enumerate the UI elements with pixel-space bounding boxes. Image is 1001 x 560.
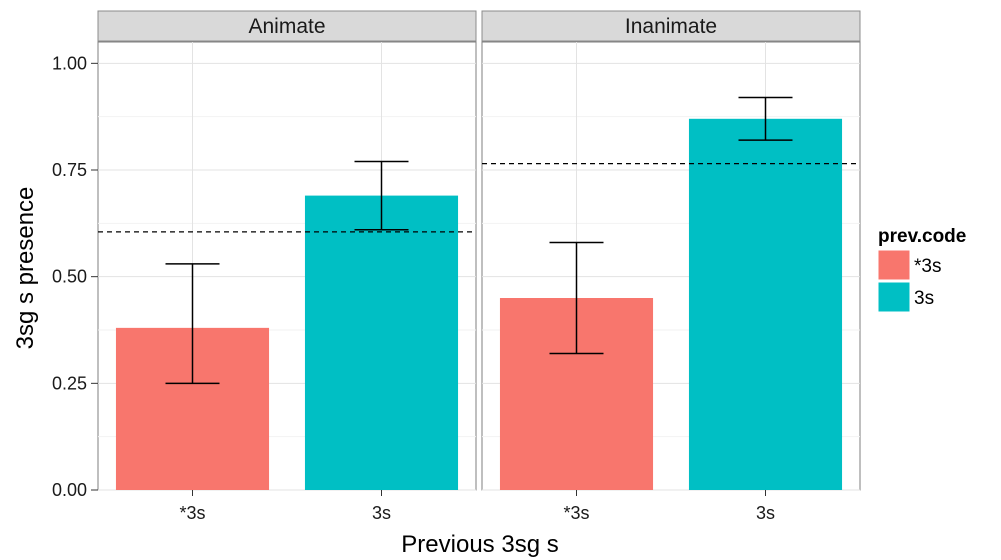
error-bar — [354, 160, 409, 231]
x-tick-label: *3s — [563, 503, 589, 523]
bar-3s — [304, 195, 459, 490]
y-tick-label: 1.00 — [52, 53, 87, 73]
legend: prev.code *3s 3s — [877, 226, 966, 313]
legend-title: prev.code — [878, 226, 966, 247]
facet-strip-label: Animate — [248, 15, 325, 38]
y-tick-label: 0.25 — [52, 373, 87, 393]
legend-item: *3s — [877, 249, 941, 281]
x-axis: *3s 3s *3s 3s — [179, 490, 775, 523]
legend-label: 3s — [914, 288, 934, 309]
x-tick-label: 3s — [756, 503, 775, 523]
legend-swatch — [877, 281, 911, 313]
panel-inanimate: Inanimate — [481, 10, 861, 491]
panel-animate: Animate — [97, 10, 477, 491]
error-bar — [165, 263, 220, 385]
x-axis-title: Previous 3sg s — [401, 531, 558, 558]
y-axis-title: 3sg s presence — [12, 187, 39, 350]
x-tick-label: 3s — [372, 503, 391, 523]
error-bar — [549, 241, 604, 355]
y-tick-label: 0.00 — [52, 480, 87, 500]
legend-swatch — [877, 249, 911, 281]
y-tick-label: 0.50 — [52, 267, 87, 287]
facet-strip — [97, 10, 477, 42]
y-tick-label: 0.75 — [52, 160, 87, 180]
error-bar — [738, 96, 793, 141]
facet-strip-label: Inanimate — [625, 15, 717, 38]
panels-layer: Animate Inanimate — [97, 10, 861, 491]
y-axis: 0.00 0.25 0.50 0.75 1.00 — [52, 53, 98, 500]
bar-3s — [688, 118, 843, 491]
legend-item: 3s — [877, 281, 934, 313]
legend-label: *3s — [914, 256, 941, 277]
facet-strip — [481, 10, 861, 42]
x-tick-label: *3s — [179, 503, 205, 523]
